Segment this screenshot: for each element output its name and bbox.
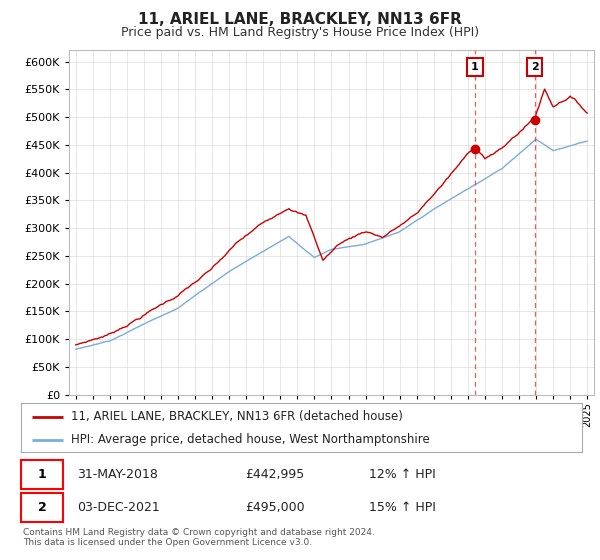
FancyBboxPatch shape [21, 493, 63, 521]
Text: 12% ↑ HPI: 12% ↑ HPI [369, 468, 436, 480]
Text: 2: 2 [38, 501, 46, 514]
Text: 2: 2 [531, 62, 539, 72]
Text: 1: 1 [38, 468, 46, 480]
Text: 11, ARIEL LANE, BRACKLEY, NN13 6FR: 11, ARIEL LANE, BRACKLEY, NN13 6FR [138, 12, 462, 27]
Text: HPI: Average price, detached house, West Northamptonshire: HPI: Average price, detached house, West… [71, 433, 430, 446]
Text: Price paid vs. HM Land Registry's House Price Index (HPI): Price paid vs. HM Land Registry's House … [121, 26, 479, 39]
Text: 03-DEC-2021: 03-DEC-2021 [77, 501, 160, 514]
Text: Contains HM Land Registry data © Crown copyright and database right 2024.
This d: Contains HM Land Registry data © Crown c… [23, 528, 374, 547]
Text: £442,995: £442,995 [245, 468, 305, 480]
Text: £495,000: £495,000 [245, 501, 305, 514]
Text: 15% ↑ HPI: 15% ↑ HPI [369, 501, 436, 514]
Text: 1: 1 [471, 62, 479, 72]
Text: 11, ARIEL LANE, BRACKLEY, NN13 6FR (detached house): 11, ARIEL LANE, BRACKLEY, NN13 6FR (deta… [71, 410, 403, 423]
Text: 31-MAY-2018: 31-MAY-2018 [77, 468, 158, 480]
FancyBboxPatch shape [21, 460, 63, 488]
